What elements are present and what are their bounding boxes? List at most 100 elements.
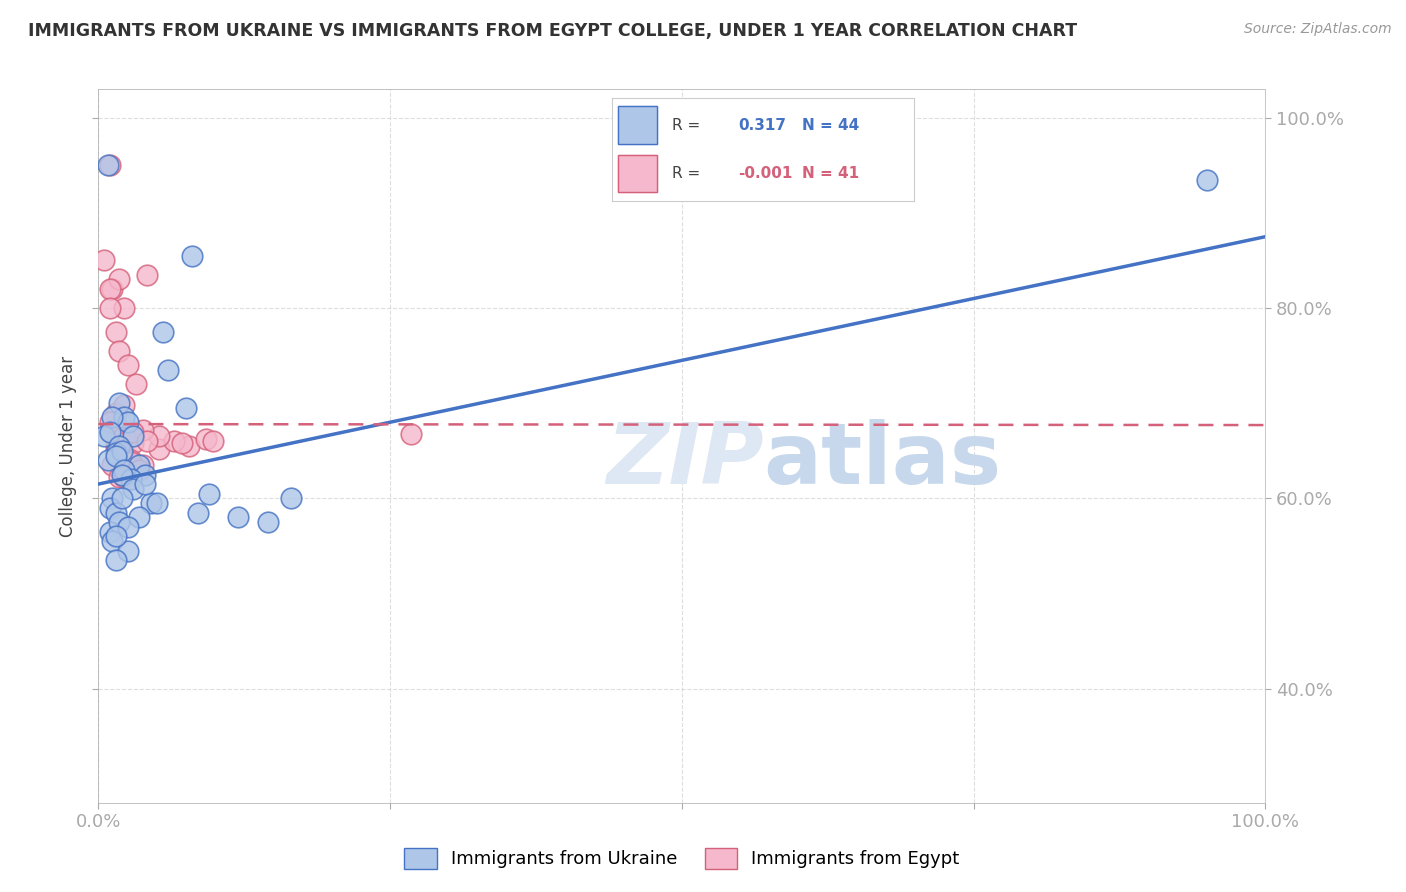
Point [122,436,145,450]
Point [112,445,135,459]
Point [108,272,131,286]
Point [136,434,159,449]
Point [97,158,120,172]
Point [117,358,139,372]
Point [134,467,156,482]
Point [98,301,121,315]
Text: R =: R = [672,166,700,181]
Point [180,249,202,263]
Point [112,429,135,443]
Point [152,325,174,339]
Point [104,443,127,458]
Point [134,477,156,491]
Text: N = 44: N = 44 [801,118,859,133]
Text: R =: R = [672,118,700,133]
Point [139,496,162,510]
Bar [617,154,657,193]
Point [104,417,127,431]
Point [132,458,155,472]
Point [108,343,131,358]
Point [98,282,121,296]
Point [128,463,150,477]
Point [93,429,115,443]
Point [111,445,134,459]
Point [132,423,155,437]
Point [148,442,170,456]
Point [104,529,127,543]
Point [104,449,127,463]
Bar [617,106,657,145]
Point [112,410,135,425]
Point [108,396,131,410]
Text: ZIP: ZIP [606,418,763,502]
Point [104,406,127,420]
Point [1195,172,1218,186]
Point [128,458,150,472]
Point [104,325,127,339]
Point [98,500,121,515]
Point [280,491,302,506]
Point [157,363,180,377]
Point [108,515,131,529]
Point [112,301,135,315]
Point [172,436,194,450]
Point [399,426,422,441]
Point [174,401,197,415]
Point [112,398,135,412]
Point [101,282,124,296]
Point [148,429,170,443]
Point [101,458,124,472]
Text: -0.001: -0.001 [738,166,793,181]
Point [194,433,217,447]
Text: IMMIGRANTS FROM UKRAINE VS IMMIGRANTS FROM EGYPT COLLEGE, UNDER 1 YEAR CORRELATI: IMMIGRANTS FROM UKRAINE VS IMMIGRANTS FR… [28,22,1077,40]
Point [120,453,142,467]
Bar [617,106,657,145]
Point [256,515,278,529]
Point [117,520,139,534]
Bar [617,154,657,193]
Point [111,467,134,482]
Point [228,510,250,524]
Text: Source: ZipAtlas.com: Source: ZipAtlas.com [1244,22,1392,37]
Point [201,434,224,449]
Point [125,377,148,392]
Point [122,482,145,496]
Point [104,439,127,453]
Point [108,470,131,484]
Point [117,543,139,558]
Point [117,415,139,429]
Point [98,425,121,439]
Point [146,496,169,510]
Legend: Immigrants from Ukraine, Immigrants from Egypt: Immigrants from Ukraine, Immigrants from… [396,840,967,876]
Y-axis label: College, Under 1 year: College, Under 1 year [59,355,77,537]
Text: N = 41: N = 41 [801,166,859,181]
Point [128,510,150,524]
Point [112,463,135,477]
Point [98,158,121,172]
Point [104,445,127,459]
Point [187,506,209,520]
Point [101,491,124,506]
Point [101,534,124,549]
Point [112,470,135,484]
Point [108,439,131,453]
Point [98,415,121,429]
Point [97,453,120,467]
Point [198,486,221,500]
Point [101,410,124,425]
Point [120,472,142,486]
Point [98,524,121,539]
Text: 0.317: 0.317 [738,118,786,133]
Point [104,506,127,520]
Point [111,491,134,506]
Point [179,439,201,453]
Point [104,553,127,567]
Point [98,425,121,439]
Point [136,268,159,282]
Point [111,443,134,458]
Text: atlas: atlas [763,418,1002,502]
Point [122,429,145,443]
Point [120,455,142,469]
Point [122,425,145,439]
Point [163,434,186,449]
